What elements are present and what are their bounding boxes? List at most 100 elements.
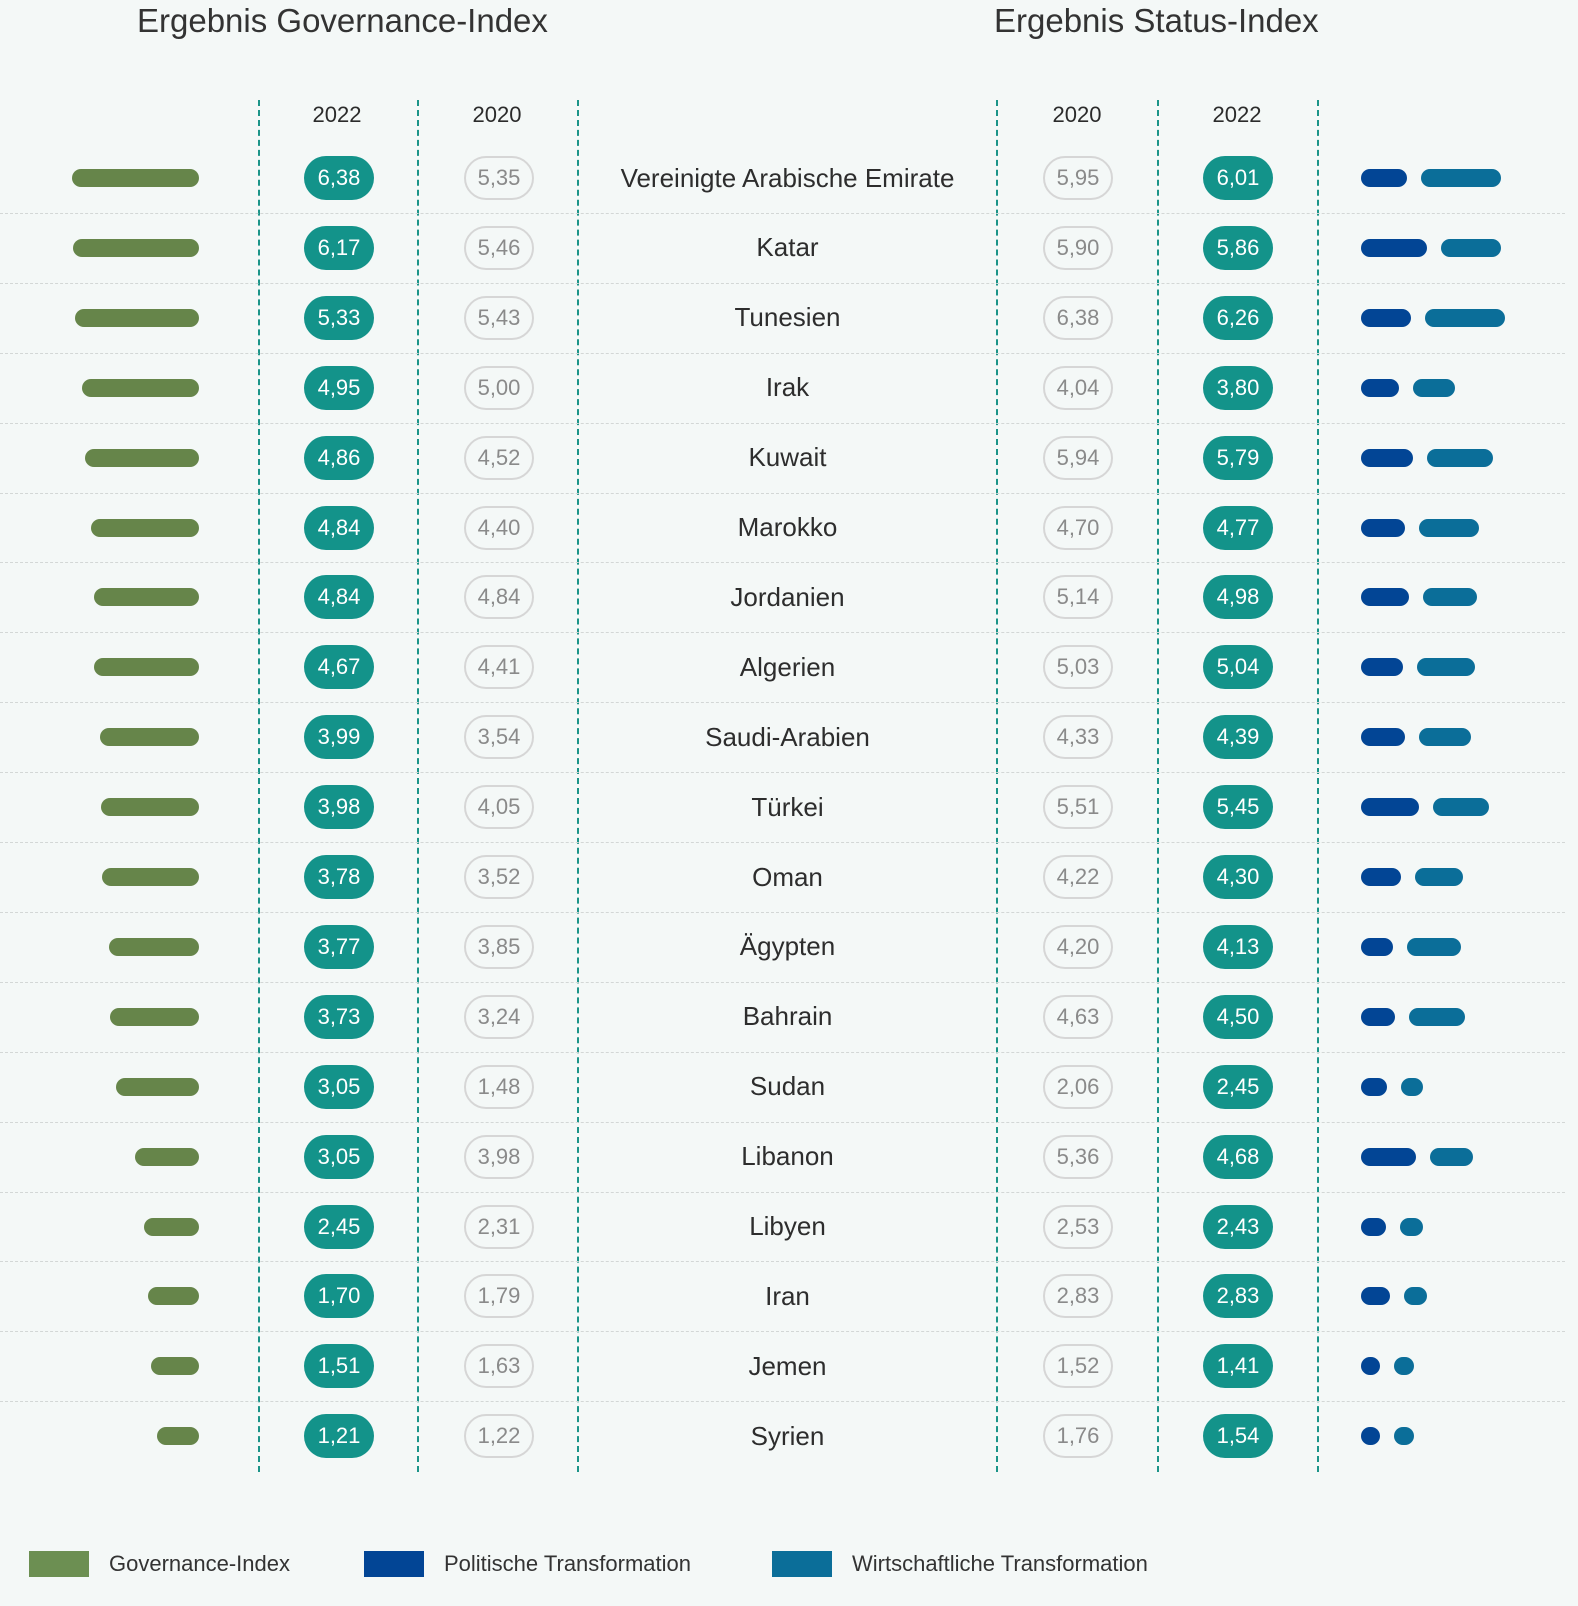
gov-2020-value: 3,54 (464, 715, 534, 760)
governance-bar (135, 1147, 199, 1166)
country-name: Jemen (748, 1350, 827, 1381)
column-divider (1157, 100, 1159, 1472)
column-divider (1317, 100, 1319, 1472)
country-name: Tunesien (734, 302, 841, 333)
governance-index-title: Ergebnis Governance-Index (137, 2, 548, 39)
row-separator (0, 1051, 1565, 1053)
status-2020-value: 4,04 (1043, 365, 1113, 410)
economic-transformation-bar (1421, 169, 1501, 187)
gov-2022-value: 3,99 (304, 715, 374, 760)
gov-2020-value: 1,79 (464, 1274, 534, 1319)
gov-2020-value: 5,46 (464, 225, 534, 270)
legend: Governance-Index Politische Transformati… (0, 1550, 1578, 1580)
economic-transformation-bar (1401, 1077, 1423, 1096)
status-index-title: Ergebnis Status-Index (994, 2, 1319, 39)
column-divider (258, 100, 260, 1472)
row-separator (0, 282, 1565, 284)
status-2020-value: 4,63 (1043, 994, 1113, 1039)
country-name: Irak (765, 372, 810, 403)
status-2020-value: 4,70 (1043, 505, 1113, 550)
gov-2020-value: 4,05 (464, 785, 534, 830)
legend-item-economic: Wirtschaftliche Transformation (772, 1550, 1148, 1578)
table-row: 4,95 5,00 Irak 4,04 3,80 (0, 353, 1578, 423)
row-separator (0, 422, 1565, 424)
gov-2022-value: 5,33 (304, 295, 374, 340)
status-2022-value: 1,54 (1203, 1414, 1273, 1459)
table-row: 5,33 5,43 Tunesien 6,38 6,26 (0, 283, 1578, 353)
status-2020-value: 5,14 (1043, 575, 1113, 620)
row-separator (0, 842, 1565, 843)
gov-2020-value: 1,63 (464, 1344, 534, 1389)
economic-transformation-bar (1404, 1287, 1427, 1306)
economic-transformation-bar (1425, 308, 1505, 327)
gov-2022-value: 6,38 (304, 156, 374, 200)
status-2022-value: 4,13 (1203, 924, 1273, 969)
governance-bar (148, 1287, 199, 1306)
political-transformation-bar (1361, 658, 1403, 677)
table-row: 3,77 3,85 Ägypten 4,20 4,13 (0, 912, 1578, 982)
gov-2020-value: 3,24 (464, 994, 534, 1039)
row-separator (0, 1261, 1565, 1263)
economic-transformation-bar (1441, 238, 1501, 257)
row-separator (0, 1401, 1565, 1403)
gov-2020-value: 5,35 (464, 156, 534, 200)
row-separator (0, 352, 1565, 354)
gov-2020-value: 3,85 (464, 924, 534, 969)
gov-2022-value: 3,73 (304, 994, 374, 1039)
gov-2020-value: 4,41 (464, 645, 534, 690)
status-2022-value: 5,04 (1203, 645, 1273, 690)
gov-2020-value: 3,98 (464, 1134, 534, 1179)
table-row: 2,45 2,31 Libyen 2,53 2,43 (0, 1192, 1578, 1262)
country-name: Türkei (751, 791, 824, 822)
political-transformation-bar (1361, 1357, 1380, 1376)
political-transformation-bar (1361, 1427, 1380, 1446)
status-2022-value: 4,98 (1203, 575, 1273, 620)
legend-swatch-political (364, 1551, 424, 1577)
status-2022-value: 4,77 (1203, 505, 1273, 550)
economic-transformation-bar (1417, 658, 1475, 677)
row-separator (0, 1331, 1565, 1333)
table-row: 4,67 4,41 Algerien 5,03 5,04 (0, 632, 1578, 702)
economic-transformation-bar (1433, 798, 1489, 817)
gov-2022-value: 3,98 (304, 785, 374, 830)
country-name: Sudan (749, 1071, 826, 1102)
country-name: Vereinigte Arabische Emirate (620, 162, 955, 193)
political-transformation-bar (1361, 868, 1401, 886)
economic-transformation-bar (1430, 1147, 1473, 1166)
gov-2020-value: 5,00 (464, 365, 534, 410)
gov-2022-value: 1,21 (304, 1414, 374, 1459)
legend-item-political: Politische Transformation (364, 1550, 691, 1578)
political-transformation-bar (1361, 169, 1407, 187)
table-row: 4,86 4,52 Kuwait 5,94 5,79 (0, 423, 1578, 493)
governance-bar (102, 868, 199, 886)
column-divider (577, 100, 579, 1472)
status-2022-value: 3,80 (1203, 365, 1273, 410)
status-2022-value: 4,68 (1203, 1134, 1273, 1179)
economic-transformation-bar (1409, 1007, 1465, 1026)
col-header-gov-2020: 2020 (472, 102, 522, 127)
economic-transformation-bar (1415, 868, 1463, 886)
status-2020-value: 1,52 (1043, 1344, 1113, 1389)
row-separator (0, 772, 1565, 774)
gov-2022-value: 4,86 (304, 435, 374, 480)
col-header-status-2022: 2022 (1212, 102, 1262, 127)
status-2020-value: 1,76 (1043, 1414, 1113, 1459)
status-2020-value: 4,22 (1043, 855, 1113, 899)
governance-bar (94, 588, 199, 607)
political-transformation-bar (1361, 1287, 1390, 1306)
economic-transformation-bar (1419, 518, 1479, 537)
legend-item-governance: Governance-Index (29, 1550, 290, 1578)
table-row: 3,05 1,48 Sudan 2,06 2,45 (0, 1052, 1578, 1122)
row-separator (0, 212, 1565, 214)
row-separator (0, 632, 1565, 634)
country-name: Bahrain (742, 1001, 833, 1032)
country-name: Iran (765, 1280, 810, 1311)
status-2020-value: 4,20 (1043, 924, 1113, 969)
status-2022-value: 2,43 (1203, 1204, 1273, 1249)
gov-2022-value: 4,95 (304, 365, 374, 410)
political-transformation-bar (1361, 1217, 1386, 1236)
table-row: 1,70 1,79 Iran 2,83 2,83 (0, 1261, 1578, 1331)
col-header-status-2020: 2020 (1052, 102, 1102, 127)
political-transformation-bar (1361, 728, 1405, 747)
status-2022-value: 5,79 (1203, 435, 1273, 480)
